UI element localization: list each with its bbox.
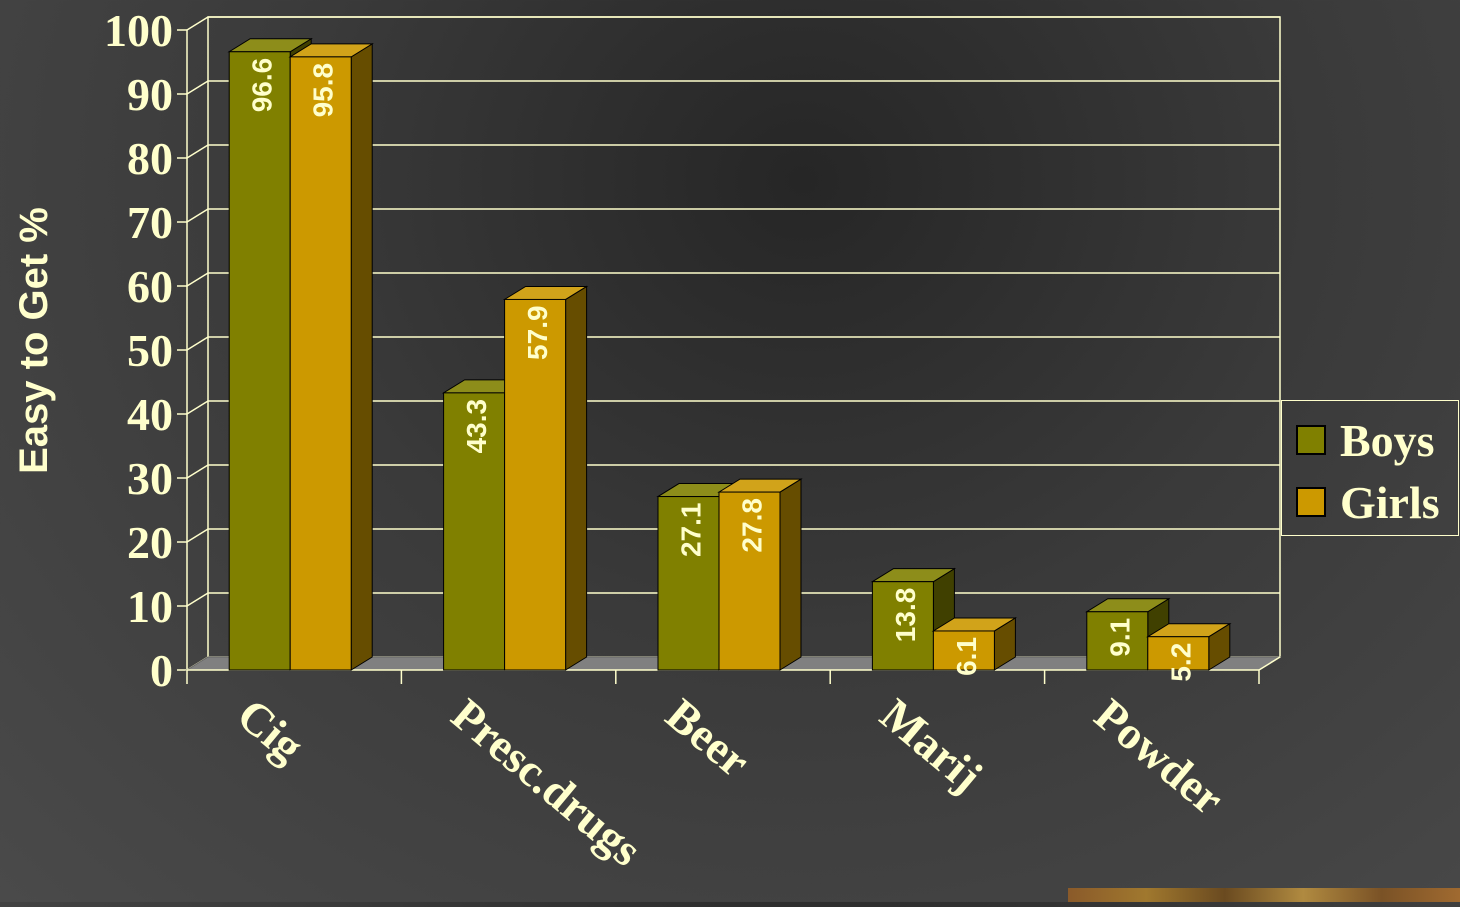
y-tick-label: 70 [127,197,173,248]
legend-swatch-girls [1296,487,1326,517]
side-wall-line [186,464,209,479]
bar-side-girls-cig [350,42,373,671]
data-label-boys-marij: 13.8 [890,588,921,643]
bar-girls-cig [289,56,352,671]
bar-boys-marij [871,581,934,671]
y-tick-label: 40 [127,389,173,440]
side-wall-line [186,336,209,351]
y-tick-label: 30 [127,453,173,504]
x-tick-label-powder: Powder [1085,689,1233,825]
data-label-girls-cig: 95.8 [308,63,339,118]
side-wall-line [186,272,209,287]
y-tick-label: 50 [127,325,173,376]
legend-item-girls: Girls [1296,471,1458,533]
bar-girls-presc.drugs [504,298,567,671]
side-wall-line [186,80,209,95]
y-tick-label: 100 [104,5,173,56]
legend-swatch-boys [1296,425,1326,455]
bar-side-girls-presc.drugs [565,285,588,671]
data-label-boys-powder: 9.1 [1104,618,1135,657]
bar-girls-beer [718,491,781,671]
y-axis-label-text: Easy to Get % [11,206,56,474]
x-tick-label-marij: Marij [871,689,992,802]
x-tick-label-presc-drugs: Presc.drugs [442,689,651,876]
y-tick-label: 0 [150,645,173,696]
legend-label-girls: Girls [1340,476,1440,528]
x-tick-label-cig: Cig [228,689,314,772]
data-label-boys-beer: 27.1 [676,503,707,558]
y-tick-label: 80 [127,133,173,184]
data-label-girls-presc.drugs: 57.9 [522,305,553,360]
data-label-boys-cig: 96.6 [247,58,278,112]
side-wall-line [186,528,209,543]
y-axis-label: Easy to Get % [10,160,58,520]
side-wall-line [186,592,209,607]
decorative-photo-edge [1068,888,1460,902]
legend-label-boys: Boys [1340,414,1435,466]
bar-side-girls-beer [779,478,802,671]
x-axis-depth-line [1258,656,1281,671]
legend: Boys Girls [1281,400,1459,536]
data-label-boys-presc.drugs: 43.3 [461,399,492,454]
side-wall-line [186,144,209,159]
side-wall-line [186,400,209,415]
x-tick-label-beer: Beer [657,689,760,787]
data-label-girls-beer: 27.8 [737,498,768,552]
y-tick-label: 60 [127,261,173,312]
bar-boys-presc.drugs [443,392,506,671]
bar-boys-cig [228,51,291,671]
y-tick-label: 20 [127,517,173,568]
data-label-girls-marij: 6.1 [951,637,982,676]
y-tick-label: 90 [127,69,173,120]
legend-item-boys: Boys [1296,409,1458,471]
bar-girls-powder [1147,636,1210,671]
side-wall-line [186,16,209,31]
data-label-girls-powder: 5.2 [1165,643,1196,682]
side-wall-line [186,208,209,223]
bar-boys-beer [657,496,720,671]
bar-girls-marij [932,630,995,671]
y-tick-label: 10 [127,581,173,632]
